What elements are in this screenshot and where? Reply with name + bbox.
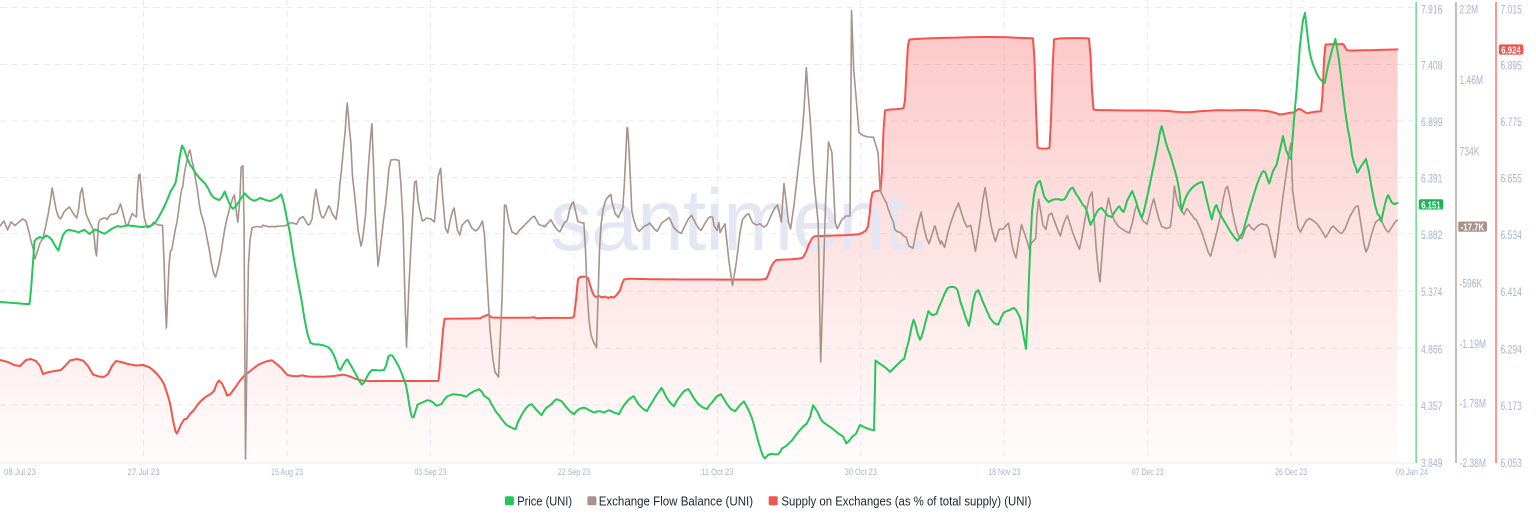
svg-text:3.849: 3.849: [1421, 456, 1443, 470]
svg-text:6.899: 6.899: [1421, 115, 1443, 129]
svg-text:-1.19M: -1.19M: [1460, 337, 1487, 351]
svg-text:6.053: 6.053: [1501, 456, 1523, 470]
svg-text:Supply on Exchanges (as % of t: Supply on Exchanges (as % of total suppl…: [781, 493, 1031, 508]
svg-text:1.46M: 1.46M: [1460, 73, 1484, 87]
svg-text:6.924: 6.924: [1501, 44, 1521, 56]
svg-text:26 Dec 23: 26 Dec 23: [1275, 467, 1307, 477]
svg-text:4.357: 4.357: [1421, 399, 1443, 413]
svg-text:-2.38M: -2.38M: [1460, 456, 1487, 470]
svg-text:-596K: -596K: [1460, 277, 1483, 291]
svg-text:6.414: 6.414: [1501, 285, 1523, 299]
svg-text:09 Jan 24: 09 Jan 24: [1396, 467, 1428, 477]
svg-text:6.151: 6.151: [1421, 199, 1441, 211]
svg-text:22 Sep 23: 22 Sep 23: [558, 467, 590, 477]
svg-text:734K: 734K: [1460, 145, 1480, 159]
svg-text:6.173: 6.173: [1501, 399, 1523, 413]
svg-text:30 Oct 23: 30 Oct 23: [845, 467, 877, 477]
svg-text:11 Oct 23: 11 Oct 23: [701, 467, 733, 477]
svg-text:santiment.: santiment.: [550, 172, 929, 269]
svg-text:07 Dec 23: 07 Dec 23: [1132, 467, 1164, 477]
svg-text:03 Sep 23: 03 Sep 23: [414, 467, 446, 477]
svg-text:5.374: 5.374: [1421, 285, 1443, 299]
svg-text:-17.7K: -17.7K: [1461, 222, 1485, 234]
svg-text:6.895: 6.895: [1501, 59, 1523, 73]
svg-text:Exchange Flow Balance (UNI): Exchange Flow Balance (UNI): [599, 493, 753, 508]
svg-text:7.408: 7.408: [1421, 59, 1443, 73]
svg-text:6.294: 6.294: [1501, 343, 1523, 357]
svg-text:6.655: 6.655: [1501, 171, 1523, 185]
svg-text:18 Nov 23: 18 Nov 23: [988, 467, 1020, 477]
svg-text:6.391: 6.391: [1421, 171, 1443, 185]
svg-text:08 Jul 23: 08 Jul 23: [4, 467, 36, 477]
svg-text:4.866: 4.866: [1421, 343, 1443, 357]
svg-text:6.534: 6.534: [1501, 228, 1523, 242]
svg-text:7.015: 7.015: [1501, 3, 1523, 17]
svg-text:15 Aug 23: 15 Aug 23: [271, 467, 303, 477]
svg-text:Price (UNI): Price (UNI): [517, 493, 572, 508]
svg-text:2.2M: 2.2M: [1460, 3, 1479, 17]
svg-text:5.882: 5.882: [1421, 228, 1443, 242]
svg-text:-1.78M: -1.78M: [1460, 397, 1487, 411]
svg-text:7.916: 7.916: [1421, 3, 1443, 17]
svg-text:6.775: 6.775: [1501, 115, 1523, 129]
svg-text:27 Jul 23: 27 Jul 23: [128, 467, 160, 477]
